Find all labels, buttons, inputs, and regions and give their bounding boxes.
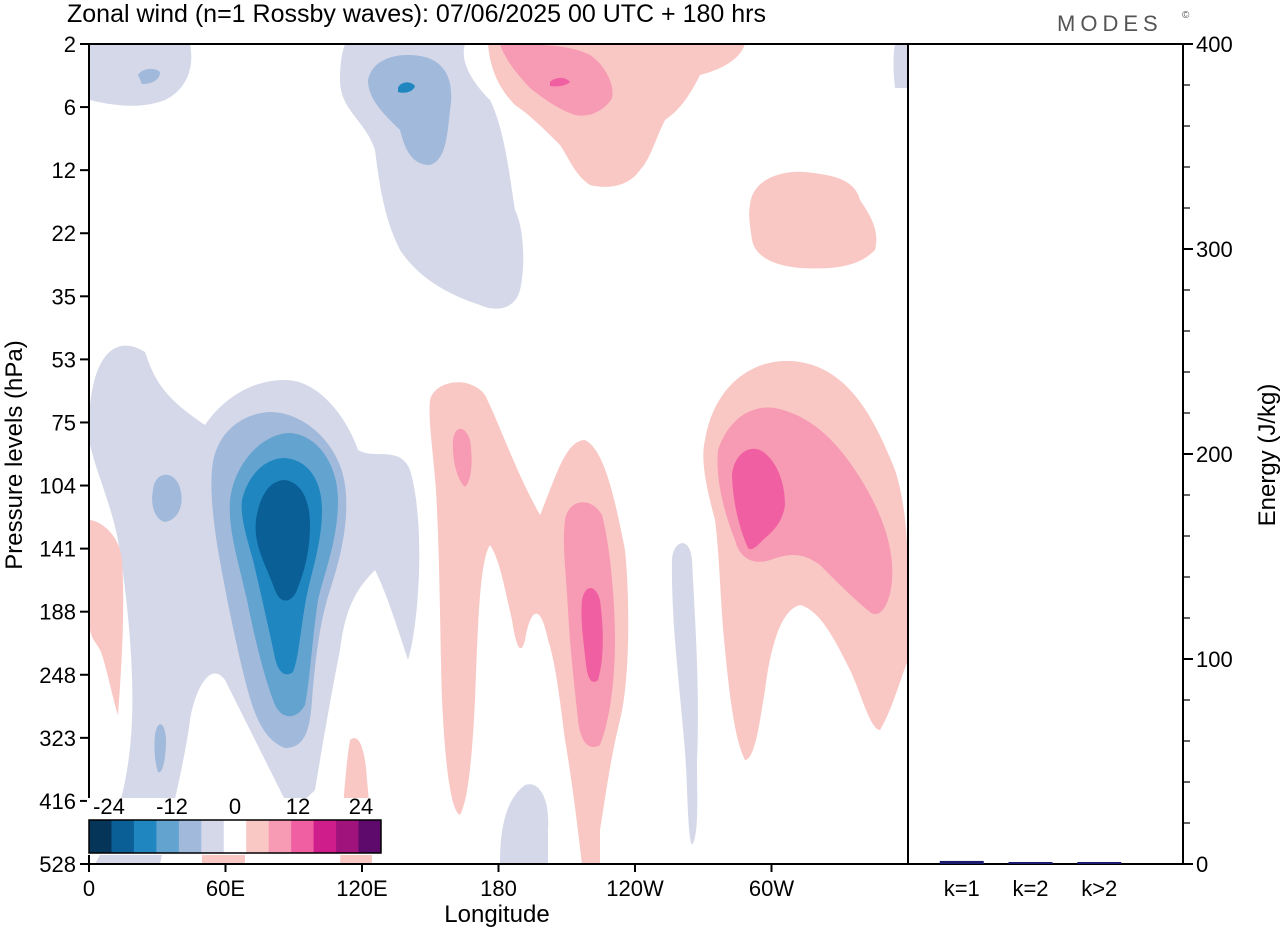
colorbar-swatch bbox=[246, 820, 270, 853]
contour-region-15 bbox=[429, 382, 629, 864]
contour-region-19 bbox=[89, 520, 124, 715]
contour-region-25 bbox=[452, 428, 472, 487]
colorbar-swatch bbox=[156, 820, 180, 853]
energy-axis-title: Energy (J/kg) bbox=[1254, 384, 1280, 527]
y-tick-label: 2 bbox=[64, 32, 76, 57]
energy-category-label: k=1 bbox=[944, 876, 980, 901]
energy-tick-label: 400 bbox=[1196, 32, 1233, 57]
colorbar-swatch bbox=[336, 820, 360, 853]
x-tick-label: 60E bbox=[206, 876, 245, 901]
energy-tick-label: 100 bbox=[1196, 647, 1233, 672]
y-tick-label: 12 bbox=[52, 158, 76, 183]
contour-region-28 bbox=[550, 77, 570, 87]
energy-bar bbox=[1008, 862, 1053, 864]
colorbar: -24 -12 0 12 24 bbox=[87, 794, 383, 855]
colorbar-swatch bbox=[178, 820, 202, 853]
contour-region-4 bbox=[500, 784, 549, 864]
contour-region-14 bbox=[255, 480, 310, 601]
colorbar-swatch bbox=[133, 820, 157, 853]
y-tick-label: 22 bbox=[52, 221, 76, 246]
contour-region-7 bbox=[368, 55, 452, 165]
contour-region-27 bbox=[732, 448, 785, 550]
x-tick-label: 120E bbox=[336, 876, 387, 901]
colorbar-tick-label: -24 bbox=[93, 794, 125, 819]
y-tick-label: 323 bbox=[39, 726, 76, 751]
contour-region-10 bbox=[138, 68, 160, 84]
energy-tick-label: 0 bbox=[1196, 852, 1208, 877]
energy-tick-label: 300 bbox=[1196, 237, 1233, 262]
y-tick-label: 6 bbox=[64, 95, 76, 120]
colorbar-tick-label: 12 bbox=[286, 794, 310, 819]
contour-region-13 bbox=[398, 82, 415, 93]
colorbar-tick-label: 0 bbox=[229, 794, 241, 819]
energy-tick-label: 200 bbox=[1196, 442, 1233, 467]
energy-panel-frame bbox=[907, 43, 1184, 865]
contour-region-21 bbox=[202, 855, 245, 864]
y-tick-label: 188 bbox=[39, 600, 76, 625]
brand-logo: MODES bbox=[1057, 11, 1163, 36]
chart-title: Zonal wind (n=1 Rossby waves): 07/06/202… bbox=[67, 0, 766, 28]
colorbar-swatch bbox=[111, 820, 135, 853]
y-tick-label: 528 bbox=[39, 852, 76, 877]
energy-bar bbox=[1077, 862, 1122, 864]
colorbar-swatch bbox=[313, 820, 337, 853]
energy-category-label: k=2 bbox=[1012, 876, 1048, 901]
colorbar-swatch bbox=[268, 820, 292, 853]
contour-region-9 bbox=[154, 724, 166, 773]
y-tick-label: 104 bbox=[39, 474, 76, 499]
y-tick-label: 53 bbox=[52, 347, 76, 372]
y-tick-label: 416 bbox=[39, 789, 76, 814]
colorbar-swatch bbox=[223, 820, 247, 853]
y-axis: 2 6 12 22 35 53 75 104 141 188 248 323 416 528 bbox=[39, 32, 89, 877]
energy-category-label: k>2 bbox=[1081, 876, 1117, 901]
energy-bar bbox=[939, 860, 984, 864]
y-tick-label: 75 bbox=[52, 410, 76, 435]
colorbar-tick-label: -12 bbox=[156, 794, 188, 819]
x-axis-title: Longitude bbox=[444, 901, 549, 928]
contour-region-5 bbox=[671, 543, 698, 845]
x-tick-label: 180 bbox=[480, 876, 517, 901]
colorbar-swatch bbox=[201, 820, 225, 853]
energy-bars: k=1 k=2 k>2 bbox=[939, 860, 1122, 901]
contour-region-18 bbox=[749, 171, 877, 269]
y-tick-label: 248 bbox=[39, 663, 76, 688]
energy-axis: 0 100 200 300 400 bbox=[1183, 32, 1233, 877]
x-tick-label: 120W bbox=[606, 876, 664, 901]
colorbar-swatch bbox=[291, 820, 315, 853]
x-tick-label: 60W bbox=[749, 876, 794, 901]
contour-region-8 bbox=[152, 474, 182, 522]
x-tick-label: 0 bbox=[83, 876, 95, 901]
y-axis-title: Pressure levels (hPa) bbox=[1, 340, 28, 569]
brand-mark: © bbox=[1182, 10, 1190, 21]
y-tick-label: 141 bbox=[39, 537, 76, 562]
y-tick-label: 35 bbox=[52, 284, 76, 309]
wind-contour-field bbox=[89, 44, 908, 864]
colorbar-swatch bbox=[89, 820, 112, 853]
colorbar-tick-label: 24 bbox=[349, 794, 373, 819]
contour-region-26 bbox=[581, 587, 603, 682]
colorbar-frame bbox=[88, 819, 382, 854]
colorbar-swatch bbox=[358, 820, 382, 853]
contour-region-3 bbox=[893, 44, 908, 88]
x-axis: 0 60E 120E 180 120W 60W bbox=[83, 864, 794, 901]
